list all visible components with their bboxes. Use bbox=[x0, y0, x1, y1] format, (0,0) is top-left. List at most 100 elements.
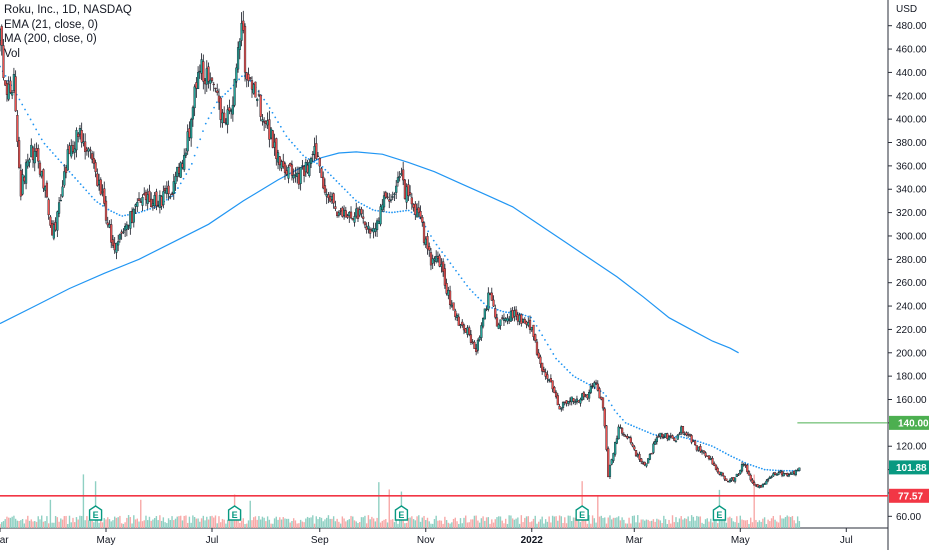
candle-body bbox=[492, 299, 495, 307]
candle-body bbox=[793, 470, 796, 475]
volume-bar bbox=[577, 520, 580, 528]
candle-body bbox=[207, 66, 210, 82]
volume-bar bbox=[699, 516, 702, 528]
volume-bar bbox=[188, 516, 191, 528]
ema21-dot bbox=[304, 156, 307, 159]
candle-body bbox=[391, 196, 394, 198]
candle-body bbox=[285, 170, 288, 175]
volume-bar bbox=[661, 523, 663, 528]
volume-bar bbox=[312, 515, 314, 528]
candle-body bbox=[370, 230, 373, 232]
volume-bar bbox=[617, 516, 620, 528]
volume-bar bbox=[28, 520, 31, 528]
candle-body bbox=[756, 484, 759, 488]
volume-bar bbox=[282, 517, 284, 528]
candle-body bbox=[289, 163, 292, 167]
candle-body bbox=[483, 308, 486, 320]
volume-bar bbox=[438, 520, 441, 528]
ema21-dot bbox=[196, 146, 199, 149]
ema21-dot bbox=[507, 311, 510, 314]
ema21-dot bbox=[457, 273, 460, 276]
volume-bar bbox=[557, 520, 559, 528]
volume-bar bbox=[769, 521, 771, 528]
candle-body bbox=[177, 167, 181, 174]
ema21-dot bbox=[627, 423, 630, 425]
ema21-dot bbox=[710, 445, 713, 447]
volume-bar bbox=[550, 522, 552, 528]
volume-bar bbox=[442, 523, 444, 528]
volume-bar bbox=[397, 523, 399, 528]
volume-bar bbox=[1, 522, 3, 528]
volume-bar bbox=[544, 519, 547, 528]
candle-body bbox=[608, 464, 612, 477]
volume-bar bbox=[795, 523, 797, 528]
ema21-dot bbox=[460, 277, 463, 280]
candle-body bbox=[763, 483, 766, 485]
ema21-dot bbox=[385, 211, 388, 213]
ema21-dot bbox=[635, 426, 638, 429]
ema21-dot bbox=[79, 183, 82, 186]
candle-body bbox=[786, 473, 789, 476]
volume-bar bbox=[25, 519, 27, 528]
candle-body bbox=[169, 196, 172, 198]
ema21-dot bbox=[705, 443, 708, 446]
candle-body bbox=[570, 396, 573, 403]
ema21-dot bbox=[744, 461, 747, 464]
volume-bar bbox=[694, 520, 696, 528]
candle-body bbox=[77, 133, 80, 137]
volume-bar bbox=[197, 518, 199, 528]
candle-body bbox=[137, 198, 141, 202]
candle-body bbox=[697, 446, 700, 451]
x-tick-label: Nov bbox=[417, 535, 435, 546]
candle-body bbox=[84, 141, 87, 152]
candle-body bbox=[66, 149, 69, 171]
candle-body bbox=[735, 473, 738, 477]
legend-ma[interactable]: MA (200, close, 0) bbox=[4, 33, 97, 45]
candle-body bbox=[768, 476, 771, 479]
volume-bar bbox=[341, 516, 344, 528]
volume-bar bbox=[258, 516, 260, 528]
ema21-dot bbox=[126, 213, 129, 216]
volume-bar bbox=[645, 519, 648, 528]
volume-bar bbox=[503, 523, 505, 528]
legend-vol[interactable]: Vol bbox=[4, 47, 20, 60]
ema21-dot bbox=[29, 118, 32, 121]
ema21-dot bbox=[249, 80, 252, 82]
volume-bar bbox=[631, 515, 634, 528]
candle-body bbox=[798, 467, 801, 471]
ema21-dot bbox=[26, 113, 29, 116]
candle-body bbox=[535, 341, 539, 355]
volume-bar bbox=[748, 523, 750, 528]
volume-bar bbox=[513, 519, 516, 528]
volume-bar bbox=[162, 517, 165, 528]
volume-bar bbox=[246, 523, 248, 528]
chart-title: Roku, Inc., 1D, NASDAQ bbox=[4, 4, 132, 16]
volume-bar bbox=[331, 518, 333, 528]
volume-bar bbox=[426, 517, 429, 528]
ema21-dot bbox=[171, 195, 174, 197]
volume-bar bbox=[247, 520, 250, 528]
volume-bar bbox=[755, 519, 757, 528]
volume-bar bbox=[277, 519, 279, 528]
candle-body bbox=[720, 471, 723, 476]
volume-bar bbox=[107, 517, 109, 528]
candle-body bbox=[673, 437, 676, 441]
ema21-dot bbox=[302, 154, 304, 157]
candle-body bbox=[475, 348, 478, 352]
ema21-dot bbox=[563, 366, 566, 368]
candle-body bbox=[9, 80, 12, 93]
candle-body bbox=[136, 202, 139, 207]
volume-bar bbox=[421, 517, 423, 528]
volume-bar bbox=[690, 515, 693, 528]
volume-bar bbox=[292, 518, 295, 528]
legend-ema[interactable]: EMA (21, close, 0) bbox=[4, 18, 98, 31]
volume-bar bbox=[65, 515, 67, 528]
volume-bar bbox=[678, 518, 681, 528]
volume-bar bbox=[621, 517, 623, 528]
candle-body bbox=[487, 292, 490, 310]
volume-bar bbox=[440, 520, 443, 528]
candle-body bbox=[203, 80, 207, 85]
volume-bar bbox=[405, 522, 408, 528]
